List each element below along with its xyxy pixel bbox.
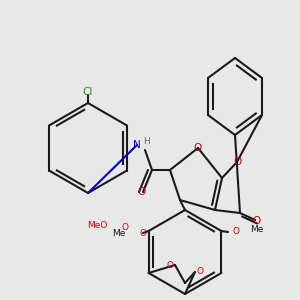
Text: O: O [137,187,146,197]
Text: O: O [233,157,241,167]
Text: N: N [133,140,141,150]
Text: O: O [232,227,239,236]
Text: O: O [167,260,173,269]
Text: Me: Me [250,226,263,235]
Text: O: O [194,143,202,153]
Text: O: O [196,268,203,277]
Text: Me: Me [112,229,125,238]
Text: Cl: Cl [83,87,93,97]
Text: O: O [252,216,261,226]
Text: O: O [122,224,128,232]
Text: O: O [140,229,146,238]
Text: MeO: MeO [87,221,107,230]
Text: H: H [144,137,150,146]
